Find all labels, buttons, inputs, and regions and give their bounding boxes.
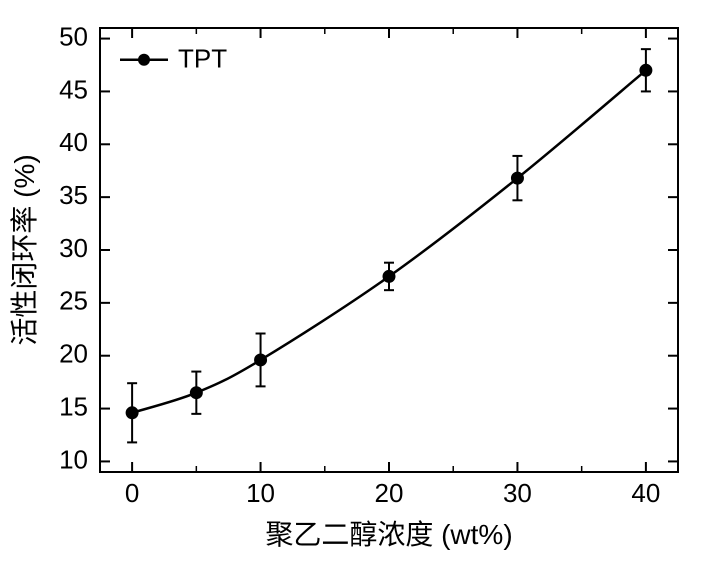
chart-svg: 0 10 20 30 40 10 15 20 25 30 35 40 45 50 聚乙二醇浓度 (wt%… [0, 0, 709, 563]
data-marker [255, 354, 267, 366]
data-markers [126, 64, 652, 419]
data-marker [640, 64, 652, 76]
x-tick-label: 20 [375, 478, 404, 508]
y-tick-label: 45 [59, 74, 88, 104]
series-line [132, 70, 646, 413]
y-tick-label: 20 [59, 339, 88, 369]
data-marker [126, 407, 138, 419]
y-tick-label: 35 [59, 180, 88, 210]
y-tick-label: 30 [59, 233, 88, 263]
plot-area [100, 28, 678, 472]
x-axis-ticks [132, 28, 646, 472]
data-marker [383, 270, 395, 282]
y-tick-label: 15 [59, 391, 88, 421]
y-axis-label: 活性闭环率 (%) [9, 154, 40, 345]
x-tick-label: 10 [246, 478, 275, 508]
y-axis-tick-labels: 10 15 20 25 30 35 40 45 50 [59, 21, 88, 474]
y-tick-label: 50 [59, 21, 88, 51]
legend-label: TPT [178, 44, 227, 74]
x-tick-label: 0 [125, 478, 139, 508]
x-axis-tick-labels: 0 10 20 30 40 [125, 478, 660, 508]
x-tick-label: 40 [631, 478, 660, 508]
y-axis-ticks [100, 39, 678, 462]
y-tick-label: 10 [59, 444, 88, 474]
y-tick-label: 25 [59, 286, 88, 316]
y-tick-label: 40 [59, 127, 88, 157]
data-marker [190, 387, 202, 399]
legend-marker-icon [138, 54, 150, 66]
error-bars [127, 49, 651, 442]
x-axis-label: 聚乙二醇浓度 (wt%) [265, 519, 512, 550]
line-chart: 0 10 20 30 40 10 15 20 25 30 35 40 45 50 聚乙二醇浓度 (wt%… [0, 0, 709, 563]
legend: TPT [120, 44, 227, 74]
x-tick-label: 30 [503, 478, 532, 508]
data-marker [511, 172, 523, 184]
